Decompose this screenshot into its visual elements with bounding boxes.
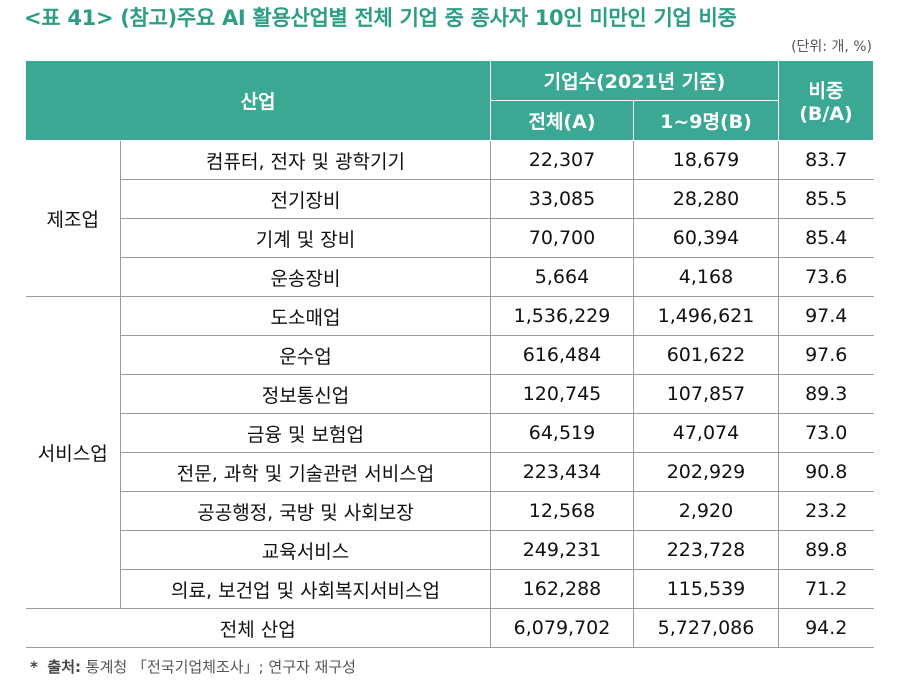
industry-cell: 교육서비스 (120, 530, 491, 570)
ratio-cell: 83.7 (778, 140, 874, 180)
footnote-label: 출처: (47, 658, 82, 676)
unit: (단위: 개, %) (791, 39, 872, 55)
small-cell: 18,679 (633, 140, 779, 180)
small-cell: 28,280 (633, 179, 779, 219)
total-cell: 5,664 (490, 257, 634, 297)
row: 전문, 과학 및 기술관련 서비스업 223,434 202,929 90.8 (26, 452, 874, 492)
row: 전기장비 33,085 28,280 85.5 (26, 179, 874, 219)
header-ratio-1: 비중 (808, 80, 844, 102)
ratio-cell: 89.3 (778, 374, 874, 414)
footnote-text: 통계청 「전국기업체조사」; 연구자 재구성 (85, 658, 356, 676)
total-cell: 162,288 (490, 569, 634, 609)
total-cell: 6,079,702 (490, 608, 634, 648)
total-cell: 616,484 (490, 335, 634, 375)
small-cell: 4,168 (633, 257, 779, 297)
row: 정보통신업 120,745 107,857 89.3 (26, 374, 874, 414)
small-cell: 115,539 (633, 569, 779, 609)
total-cell: 22,307 (490, 140, 634, 180)
industry-cell: 전체 산업 (25, 608, 491, 648)
row: 기계 및 장비 70,700 60,394 85.4 (26, 218, 874, 258)
row: 의료, 보건업 및 사회복지서비스업 162,288 115,539 71.2 (26, 569, 874, 609)
total-cell: 249,231 (490, 530, 634, 570)
header-industry: 산업 (25, 60, 491, 141)
small-cell: 601,622 (633, 335, 779, 375)
industry-cell: 전기장비 (120, 179, 491, 219)
row: 운수업 616,484 601,622 97.6 (26, 335, 874, 375)
total-cell: 70,700 (490, 218, 634, 258)
group-name: 제조업 (25, 140, 121, 297)
title: <표 41> (참고)주요 AI 활용산업별 전체 기업 중 종사자 10인 미… (24, 6, 737, 30)
ratio-cell: 73.0 (778, 413, 874, 453)
header-firms: 기업수(2021년 기준) (490, 60, 779, 101)
header-total: 전체(A) (490, 100, 634, 141)
total-cell: 223,434 (490, 452, 634, 492)
total-cell: 120,745 (490, 374, 634, 414)
row: 교육서비스 249,231 223,728 89.8 (26, 530, 874, 570)
industry-cell: 운수업 (120, 335, 491, 375)
footnote-mark: * (30, 658, 38, 676)
industry-cell: 의료, 보건업 및 사회복지서비스업 (120, 569, 491, 609)
industry-cell: 정보통신업 (120, 374, 491, 414)
ratio-cell: 23.2 (778, 491, 874, 531)
industry-cell: 기계 및 장비 (120, 218, 491, 258)
ratio-cell: 71.2 (778, 569, 874, 609)
ratio-cell: 89.8 (778, 530, 874, 570)
small-cell: 107,857 (633, 374, 779, 414)
header-ratio: 비중 (B/A) (778, 60, 874, 141)
small-cell: 5,727,086 (633, 608, 779, 648)
ratio-cell: 97.4 (778, 296, 874, 336)
small-cell: 202,929 (633, 452, 779, 492)
row: 금융 및 보험업 64,519 47,074 73.0 (26, 413, 874, 453)
header-ratio-2: (B/A) (799, 103, 853, 125)
total-cell: 1,536,229 (490, 296, 634, 336)
small-cell: 47,074 (633, 413, 779, 453)
industry-cell: 컴퓨터, 전자 및 광학기기 (120, 140, 491, 180)
industry-cell: 운송장비 (120, 257, 491, 297)
row: 서비스업 도소매업 1,536,229 1,496,621 97.4 (25, 296, 874, 609)
small-cell: 1,496,621 (633, 296, 779, 336)
small-cell: 223,728 (633, 530, 779, 570)
industry-cell: 도소매업 (120, 296, 491, 336)
ratio-cell: 97.6 (778, 335, 874, 375)
ratio-cell: 94.2 (778, 608, 874, 648)
row: 제조업 컴퓨터, 전자 및 광학기기 22,307 18,679 83.7 (25, 140, 874, 297)
industry-cell: 금융 및 보험업 (120, 413, 491, 453)
row: 운송장비 5,664 4,168 73.6 (26, 257, 874, 297)
industry-cell: 전문, 과학 및 기술관련 서비스업 (120, 452, 491, 492)
table-body: 제조업 컴퓨터, 전자 및 광학기기 22,307 18,679 83.7 전기장비 33,… (25, 140, 874, 648)
industry-cell: 공공행정, 국방 및 사회보장 (120, 491, 491, 531)
total-row: 전체 산업 6,079,702 5,727,086 94.2 (25, 608, 874, 648)
ratio-cell: 85.5 (778, 179, 874, 219)
total-cell: 12,568 (490, 491, 634, 531)
data-table: 산업 기업수(2021년 기준) 비중 (B/A) 전체(A) 1~9명(B) 제… (25, 60, 874, 648)
ratio-cell: 85.4 (778, 218, 874, 258)
row: 공공행정, 국방 및 사회보장 12,568 2,920 23.2 (26, 491, 874, 531)
footnote: * 출처: 통계청 「전국기업체조사」; 연구자 재구성 (30, 656, 356, 677)
ratio-cell: 90.8 (778, 452, 874, 492)
small-cell: 60,394 (633, 218, 779, 258)
total-cell: 64,519 (490, 413, 634, 453)
total-cell: 33,085 (490, 179, 634, 219)
header-small: 1~9명(B) (633, 100, 779, 141)
ratio-cell: 73.6 (778, 257, 874, 297)
group-name: 서비스업 (25, 296, 121, 609)
small-cell: 2,920 (633, 491, 779, 531)
